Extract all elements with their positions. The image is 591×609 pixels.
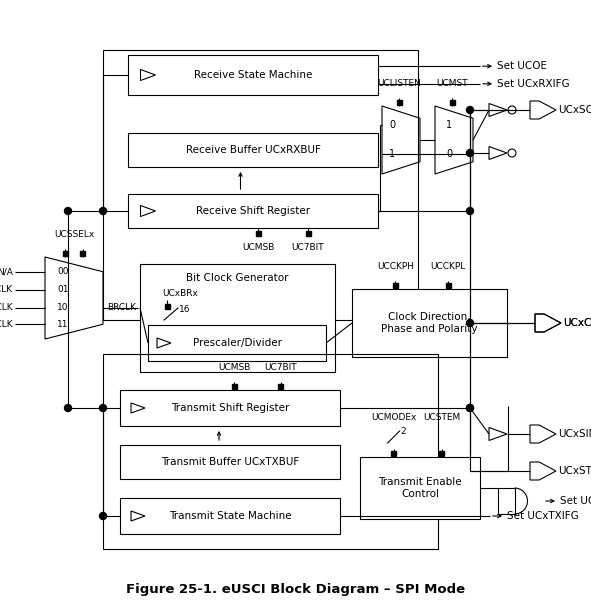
Circle shape <box>466 149 473 157</box>
Text: BRCLK: BRCLK <box>107 303 136 312</box>
Bar <box>128 133 378 167</box>
Circle shape <box>64 404 72 412</box>
Text: Figure 25-1. eUSCI Block Diagram – SPI Mode: Figure 25-1. eUSCI Block Diagram – SPI M… <box>126 582 465 596</box>
Text: UCxSTE: UCxSTE <box>558 466 591 476</box>
Text: SMCLK: SMCLK <box>0 303 13 312</box>
Text: UCCKPL: UCCKPL <box>430 262 466 271</box>
Text: UCSTEM: UCSTEM <box>423 413 460 422</box>
Text: Receive Buffer UCxRXBUF: Receive Buffer UCxRXBUF <box>186 145 320 155</box>
Circle shape <box>99 404 106 412</box>
Text: Clock Direction,
Phase and Polarity: Clock Direction, Phase and Polarity <box>381 312 478 334</box>
Circle shape <box>466 107 473 113</box>
Text: SMCLK: SMCLK <box>0 320 13 329</box>
Bar <box>397 99 402 105</box>
Text: 1: 1 <box>446 120 452 130</box>
Text: Receive State Machine: Receive State Machine <box>194 70 312 80</box>
Text: UCMSB: UCMSB <box>242 243 274 252</box>
Bar <box>393 283 398 287</box>
Bar <box>140 264 335 372</box>
Bar <box>360 457 480 519</box>
Bar <box>120 445 340 479</box>
Text: 00: 00 <box>57 267 69 276</box>
Bar <box>498 488 515 514</box>
Bar <box>391 451 396 456</box>
Text: Set UCOE: Set UCOE <box>497 61 547 71</box>
Bar <box>128 55 378 95</box>
Text: Set UCFE: Set UCFE <box>560 496 591 506</box>
Text: 0: 0 <box>389 120 395 130</box>
Bar <box>120 390 340 426</box>
Text: Transmit Enable
Control: Transmit Enable Control <box>378 477 462 499</box>
Bar <box>148 325 326 361</box>
Bar <box>352 289 507 357</box>
Text: 0: 0 <box>446 149 452 158</box>
Bar <box>128 194 378 228</box>
Text: UCMODEx: UCMODEx <box>371 413 416 422</box>
Text: UCMST: UCMST <box>436 79 468 88</box>
Circle shape <box>466 404 473 412</box>
Text: Set UCxTXIFG: Set UCxTXIFG <box>507 511 579 521</box>
Circle shape <box>466 468 473 474</box>
Text: 1: 1 <box>389 149 395 158</box>
Circle shape <box>64 208 72 214</box>
Text: 01: 01 <box>57 285 69 294</box>
Text: UCxCLK: UCxCLK <box>563 318 591 328</box>
Circle shape <box>466 320 473 326</box>
Text: Prescaler/Divider: Prescaler/Divider <box>193 338 281 348</box>
Text: Transmit Buffer UCxTXBUF: Transmit Buffer UCxTXBUF <box>161 457 299 467</box>
Text: 2: 2 <box>401 428 406 437</box>
Bar <box>439 451 444 456</box>
Text: 11: 11 <box>57 320 69 329</box>
Bar <box>103 354 438 549</box>
Text: Set UCxRXIFG: Set UCxRXIFG <box>497 79 570 89</box>
Bar <box>232 384 237 389</box>
Bar <box>446 283 450 287</box>
Circle shape <box>466 208 473 214</box>
Text: N/A: N/A <box>0 267 13 276</box>
Text: 10: 10 <box>57 303 69 312</box>
Text: UCxBRx: UCxBRx <box>162 289 198 298</box>
Text: 16: 16 <box>179 306 190 314</box>
Text: UCxSOMI: UCxSOMI <box>558 105 591 115</box>
Circle shape <box>99 513 106 519</box>
Text: Transmit State Machine: Transmit State Machine <box>168 511 291 521</box>
Text: ACLK: ACLK <box>0 285 13 294</box>
Text: UCSSELx: UCSSELx <box>54 230 94 239</box>
Text: Receive Shift Register: Receive Shift Register <box>196 206 310 216</box>
Bar <box>120 498 340 534</box>
Text: UC7BIT: UC7BIT <box>264 363 297 372</box>
Text: Transmit Shift Register: Transmit Shift Register <box>171 403 289 413</box>
Bar <box>63 250 68 256</box>
Text: Bit Clock Generator: Bit Clock Generator <box>186 273 289 283</box>
Text: UCMSB: UCMSB <box>218 363 251 372</box>
Bar <box>103 50 418 320</box>
Text: UC7BIT: UC7BIT <box>292 243 324 252</box>
Bar <box>80 250 85 256</box>
Bar <box>306 230 310 236</box>
Text: UCCKPH: UCCKPH <box>377 262 414 271</box>
Text: UCxCLK: UCxCLK <box>563 318 591 328</box>
Text: UCxSIMO: UCxSIMO <box>558 429 591 439</box>
Text: UCLISTEN: UCLISTEN <box>377 79 421 88</box>
Bar <box>164 303 170 309</box>
Bar <box>278 384 283 389</box>
Circle shape <box>466 404 473 412</box>
Bar <box>255 230 261 236</box>
Circle shape <box>99 208 106 214</box>
Bar <box>450 99 454 105</box>
